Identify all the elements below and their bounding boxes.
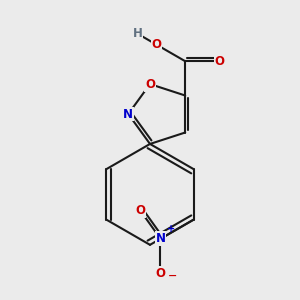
Text: O: O xyxy=(152,38,161,51)
Text: O: O xyxy=(136,204,146,218)
Text: N: N xyxy=(155,232,166,245)
Text: +: + xyxy=(167,224,175,234)
Text: −: − xyxy=(168,271,177,281)
Text: O: O xyxy=(214,55,224,68)
Text: H: H xyxy=(132,27,142,40)
Text: O: O xyxy=(155,267,166,280)
Text: N: N xyxy=(123,107,133,121)
Text: O: O xyxy=(145,78,155,91)
